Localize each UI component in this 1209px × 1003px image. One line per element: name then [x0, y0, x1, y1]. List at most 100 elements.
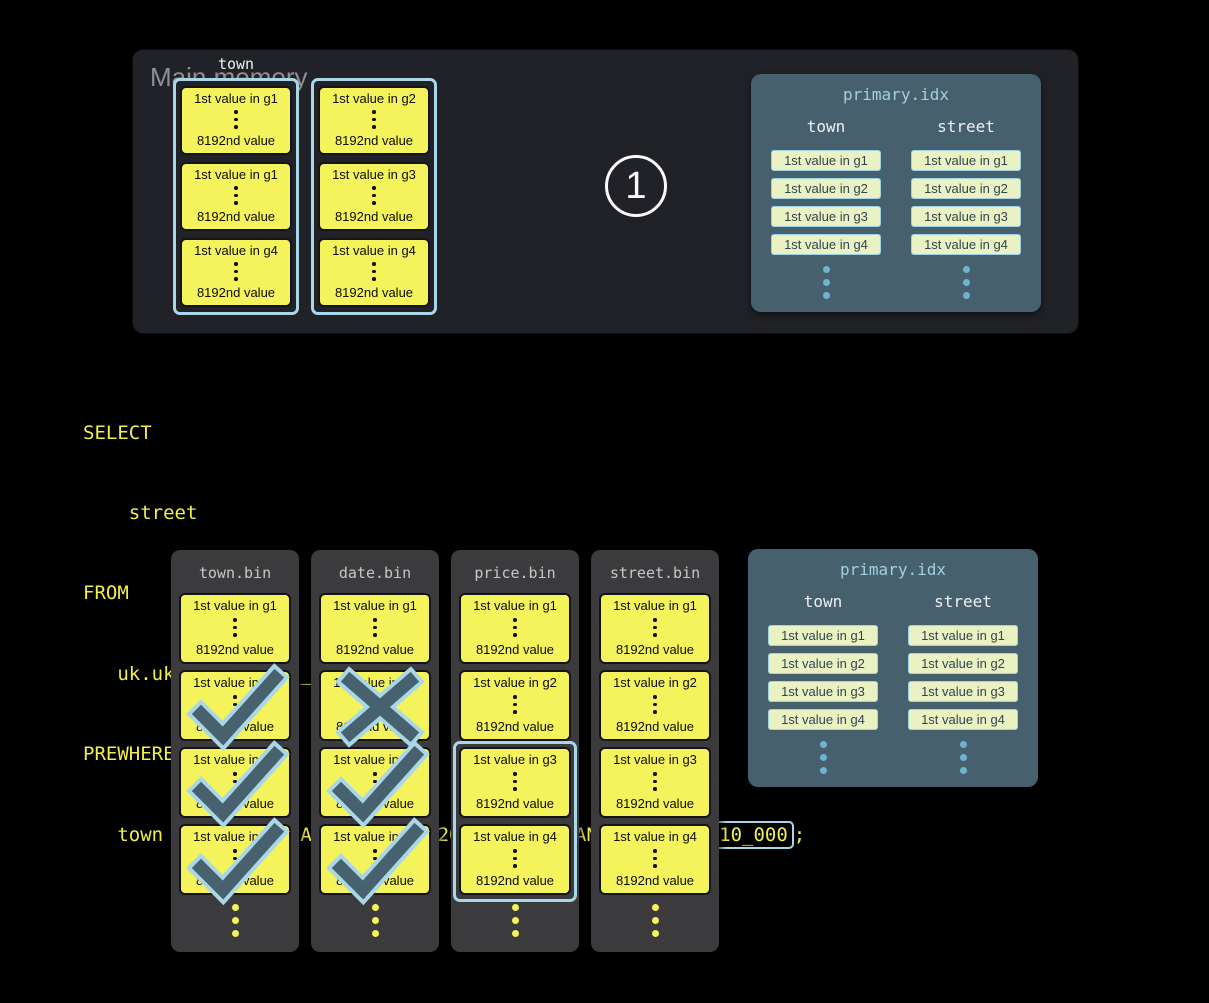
granule-first-value: 1st value in g1 [333, 598, 417, 613]
index-entry-chip: 1st value in g2 [768, 653, 878, 674]
primary-idx-panel-top: primary.idx town 1st value in g1 1st val… [751, 74, 1041, 312]
ellipsis-dots [372, 262, 376, 281]
index-entry-chip: 1st value in g3 [771, 206, 881, 227]
granule-block: 1st value in g3 8192nd value [459, 747, 571, 818]
granule-last-value: 8192nd value [195, 796, 275, 811]
granule-first-value: 1st value in g1 [193, 598, 277, 613]
primary-idx-panel-bottom: primary.idx town 1st value in g1 1st val… [748, 549, 1038, 787]
ellipsis-dots [372, 110, 376, 129]
granule-first-value: 1st value in g4 [333, 829, 417, 844]
bin-title: date.bin [338, 564, 412, 582]
granule-first-value: 1st value in g2 [193, 675, 277, 690]
granule-first-value: 1st value in g4 [613, 829, 697, 844]
granule-first-value: 1st value in g4 [194, 243, 278, 258]
index-entry-chip: 1st value in g3 [911, 206, 1021, 227]
granule-first-value: 1st value in g2 [473, 675, 557, 690]
ellipsis-dots [372, 186, 376, 205]
ellipsis-dots [513, 695, 517, 714]
granule-first-value: 1st value in g4 [193, 829, 277, 844]
granule-first-value: 1st value in g4 [473, 829, 557, 844]
granule-block: 1st value in g1 8192nd value [599, 593, 711, 664]
ellipsis-dots [959, 741, 967, 774]
granule-block: 1st value in g1 8192nd value [459, 593, 571, 664]
index-entry-chip: 1st value in g1 [908, 625, 1018, 646]
memory-granule-stack-2: 1st value in g2 8192nd value 1st value i… [311, 78, 437, 315]
memory-granule-stack-1: 1st value in g1 8192nd value 1st value i… [173, 78, 299, 315]
granule-first-value: 1st value in g3 [473, 752, 557, 767]
granule-last-value: 8192nd value [335, 642, 415, 657]
ellipsis-dots [234, 262, 238, 281]
granule-first-value: 1st value in g1 [473, 598, 557, 613]
idx-column-street: street 1st value in g1 1st value in g2 1… [911, 117, 1021, 299]
granule-block: 1st value in g1 8192nd value [179, 593, 291, 664]
granule-last-value: 8192nd value [196, 133, 276, 148]
bin-panel-town: town.bin 1st value in g1 8192nd value 1s… [171, 550, 299, 952]
idx-column-town: town 1st value in g1 1st value in g2 1st… [768, 592, 878, 774]
index-entry-chip: 1st value in g1 [911, 150, 1021, 171]
ellipsis-dots [233, 849, 237, 868]
granule-last-value: 8192nd value [335, 719, 415, 734]
granule-last-value: 8192nd value [615, 719, 695, 734]
granule-first-value: 1st value in g2 [613, 675, 697, 690]
idx-column-town: town 1st value in g1 1st value in g2 1st… [771, 117, 881, 299]
idx-column-street: street 1st value in g1 1st value in g2 1… [908, 592, 1018, 774]
granule-first-value: 1st value in g3 [333, 752, 417, 767]
step-1-badge: 1 [605, 155, 667, 217]
ellipsis-dots [373, 849, 377, 868]
sql-line: SELECT [83, 421, 152, 444]
ellipsis-dots [373, 772, 377, 791]
sql-line: street [83, 501, 198, 524]
granule-first-value: 1st value in g3 [332, 167, 416, 182]
granule-first-value: 1st value in g1 [194, 91, 278, 106]
index-entry-chip: 1st value in g4 [911, 234, 1021, 255]
granule-last-value: 8192nd value [475, 873, 555, 888]
granule-block: 1st value in g2 8192nd value [318, 86, 430, 155]
index-entry-chip: 1st value in g1 [768, 625, 878, 646]
index-entry-chip: 1st value in g3 [908, 681, 1018, 702]
granule-last-value: 8192nd value [334, 209, 414, 224]
bin-panel-street: street.bin 1st value in g1 8192nd value … [591, 550, 719, 952]
granule-block: 1st value in g3 8192nd value [318, 162, 430, 231]
granule-first-value: 1st value in g1 [613, 598, 697, 613]
idx-column-header: street [934, 592, 992, 611]
ellipsis-dots [234, 186, 238, 205]
index-entry-chip: 1st value in g4 [768, 709, 878, 730]
granule-block: 1st value in g4 8192nd value [318, 238, 430, 307]
bin-panel-date: date.bin 1st value in g1 8192nd value 1s… [311, 550, 439, 952]
bin-title: price.bin [474, 564, 556, 582]
sql-line: FROM [83, 582, 129, 605]
granule-last-value: 8192nd value [335, 873, 415, 888]
granule-last-value: 8192nd value [196, 285, 276, 300]
granule-last-value: 8192nd value [475, 796, 555, 811]
idx-column-header: street [937, 117, 995, 136]
granule-first-value: 1st value in g4 [332, 243, 416, 258]
granule-block: 1st value in g4 8192nd value [180, 238, 292, 307]
granule-last-value: 8192nd value [195, 719, 275, 734]
granule-block: 1st value in g4 8192nd value [459, 824, 571, 895]
granule-last-value: 8192nd value [475, 719, 555, 734]
granule-last-value: 8192nd value [475, 642, 555, 657]
ellipsis-dots [653, 849, 657, 868]
ellipsis-dots [513, 772, 517, 791]
idx-column-header: town [803, 592, 843, 611]
index-entry-chip: 1st value in g3 [768, 681, 878, 702]
town-column-label: town [217, 55, 255, 73]
granule-block: 1st value in g2 8192nd value [179, 663, 291, 752]
sql-line: PREWHERE [83, 743, 175, 766]
granule-block: 1st value in g1 8192nd value [180, 162, 292, 231]
granule-block: 1st value in g2 8192nd value [319, 666, 431, 748]
ellipsis-dots [373, 618, 377, 637]
granule-last-value: 8192nd value [195, 873, 275, 888]
index-entry-chip: 1st value in g4 [771, 234, 881, 255]
ellipsis-dots [234, 110, 238, 129]
ellipsis-dots [653, 772, 657, 791]
ellipsis-dots [233, 695, 237, 714]
granule-last-value: 8192nd value [334, 133, 414, 148]
ellipsis-dots [231, 904, 239, 937]
granule-block: 1st value in g4 8192nd value [179, 817, 291, 906]
granule-block: 1st value in g4 8192nd value [599, 824, 711, 895]
granule-block: 1st value in g1 8192nd value [319, 593, 431, 664]
bin-panel-price: price.bin 1st value in g1 8192nd value 1… [451, 550, 579, 952]
ellipsis-dots [513, 618, 517, 637]
granule-block: 1st value in g3 8192nd value [179, 740, 291, 829]
